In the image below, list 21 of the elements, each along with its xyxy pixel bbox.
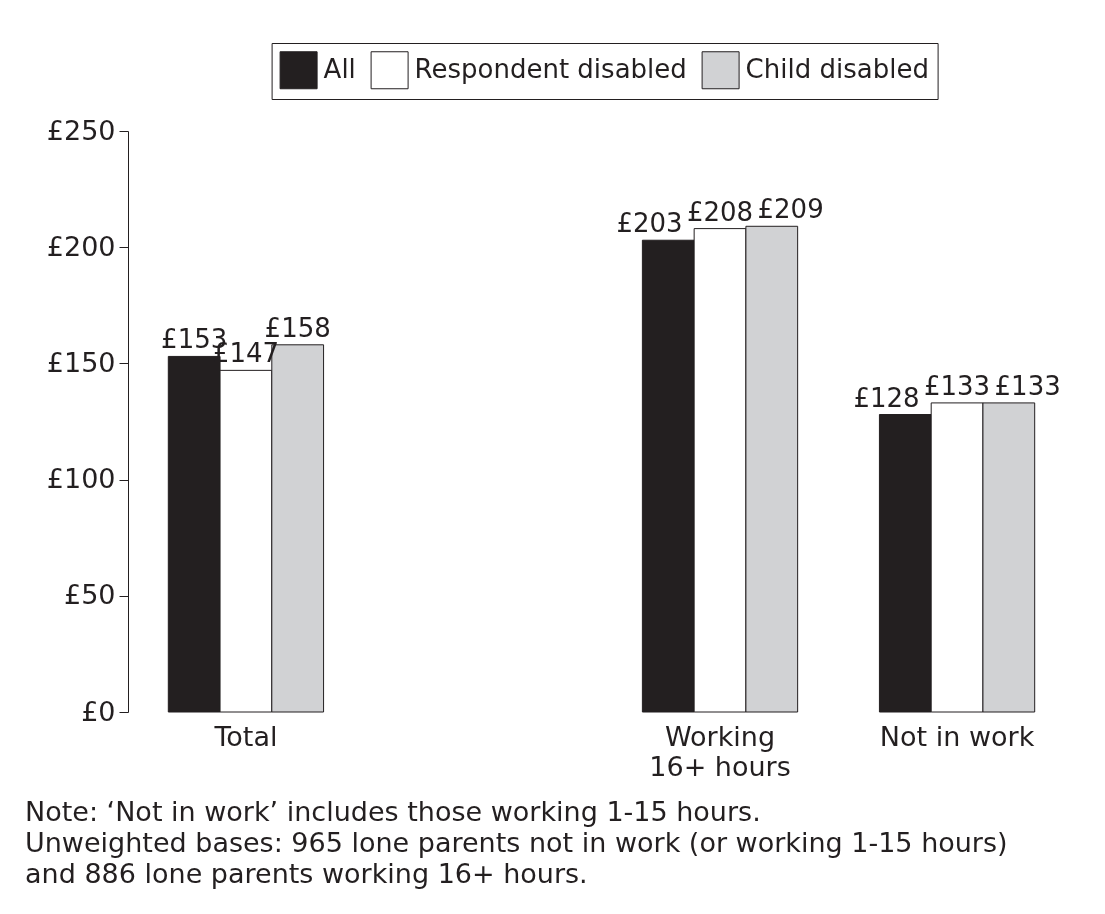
data-label: £209	[757, 194, 824, 225]
legend-label: Child disabled	[745, 54, 929, 85]
y-tick-label: £0	[81, 695, 116, 727]
data-label: £158	[264, 312, 331, 343]
data-label: £208	[686, 196, 754, 227]
text: Note: ‘Not in work’ includes those working 1-15 hours.	[25, 796, 761, 827]
x-tick-label: Not in work	[879, 720, 1035, 752]
data-label: £203	[616, 208, 683, 239]
y-tick-label: £250	[46, 114, 116, 146]
y-tick-label: £150	[46, 346, 116, 378]
x-tick-label: Working 16+ hours	[649, 720, 791, 782]
y-tick-label: £50	[63, 579, 116, 611]
legend-label: Respondent disabled	[414, 54, 687, 85]
data-label: £128	[853, 382, 920, 413]
text: Unweighted bases: 965 lone parents not in work (or working 1-15 hours) and 886 lone parents working 16+ hours.	[25, 827, 1008, 889]
y-tick-label: £100	[46, 463, 116, 495]
x-tick-label: Total	[213, 720, 278, 752]
data-label: £133	[994, 370, 1061, 401]
data-label: £133	[923, 370, 991, 401]
legend-label: All	[323, 54, 356, 85]
y-tick-label: £200	[46, 230, 116, 262]
